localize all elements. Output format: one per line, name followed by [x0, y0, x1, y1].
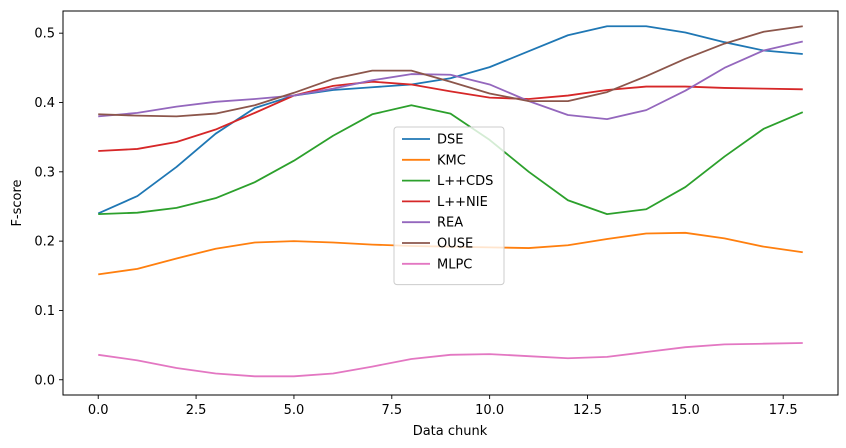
- legend-label: REA: [437, 216, 463, 231]
- y-tick-label: 0.2: [34, 235, 55, 250]
- legend-label: L++NIE: [437, 195, 488, 210]
- x-tick-label: 7.5: [381, 403, 402, 418]
- x-tick-label: 5.0: [284, 403, 305, 418]
- legend-box: [393, 126, 505, 286]
- y-axis: 0.0 0.1 0.2 0.3 0.4 0.5: [34, 27, 63, 388]
- legend-label: MLPC: [437, 257, 472, 272]
- x-tick-label: 17.5: [769, 403, 798, 418]
- x-tick-label: 15.0: [671, 403, 700, 418]
- series-line-dse: [97, 25, 803, 215]
- legend-label: KMC: [437, 153, 466, 168]
- series-line-rea: [98, 40, 803, 121]
- y-tick-label: 0.4: [34, 96, 55, 111]
- x-tick-label: 10.0: [475, 403, 504, 418]
- series-line-l-nie: [98, 80, 803, 152]
- x-tick-label: 12.5: [573, 403, 602, 418]
- x-axis: 0.0 2.5 5.0 7.5 10.0 12.5 15.0 17.5: [88, 395, 798, 418]
- series-line-l-cds: [98, 104, 804, 215]
- legend-label: L++CDS: [437, 174, 493, 189]
- y-axis-label: F-score: [10, 179, 25, 226]
- x-axis-label: Data chunk: [413, 424, 488, 439]
- plot-area-frame: [62, 10, 839, 396]
- legend-label: OUSE: [437, 237, 473, 252]
- series-lines: [97, 25, 804, 378]
- legend: DSE KMC L++CDS L++NIE REA OUSE MLPC: [393, 126, 505, 286]
- y-tick-label: 0.1: [34, 304, 55, 319]
- legend-label: DSE: [437, 133, 463, 148]
- y-tick-label: 0.0: [34, 373, 55, 388]
- y-tick-label: 0.5: [34, 27, 55, 42]
- x-tick-label: 0.0: [88, 403, 109, 418]
- series-line-ouse: [98, 25, 803, 118]
- series-line-mlpc: [98, 342, 803, 378]
- x-tick-label: 2.5: [186, 403, 207, 418]
- y-tick-label: 0.3: [34, 165, 55, 180]
